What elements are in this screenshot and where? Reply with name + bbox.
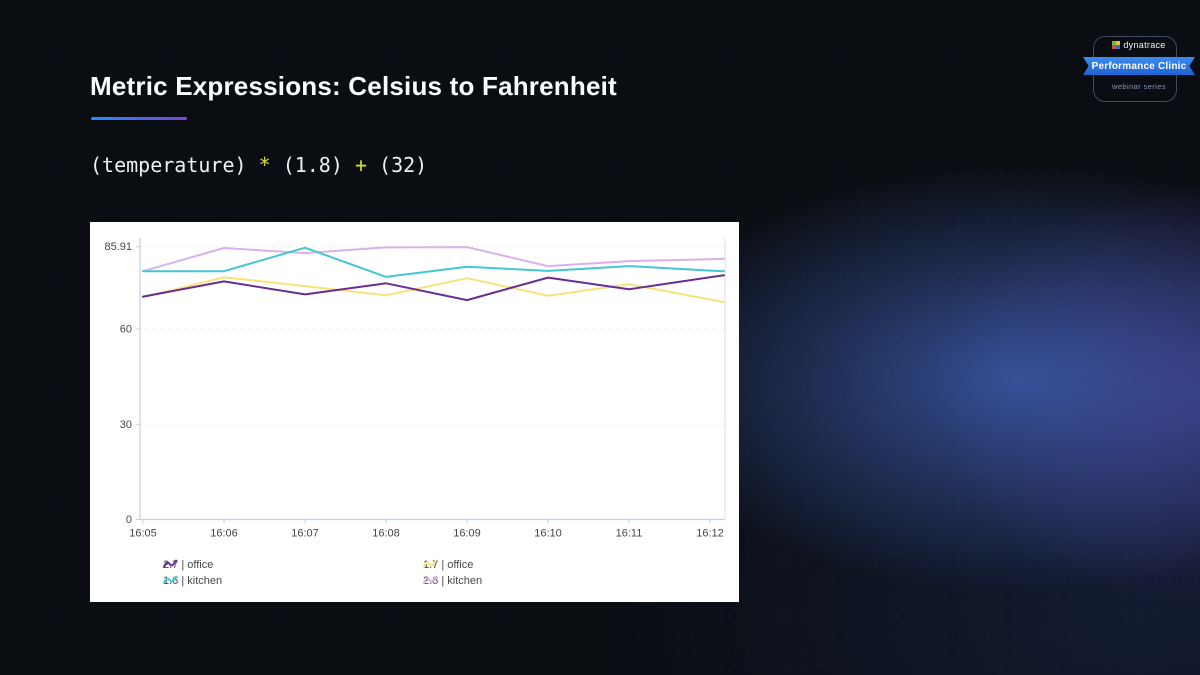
legend-squiggle-icon bbox=[163, 575, 177, 584]
legend-squiggle-icon bbox=[423, 575, 437, 584]
metric-expression: (temperature) * (1.8) + (32) bbox=[90, 153, 427, 177]
legend-squiggle-icon bbox=[163, 559, 177, 568]
y-tick-label: 60 bbox=[120, 324, 132, 336]
slide-title: Metric Expressions: Celsius to Fahrenhei… bbox=[90, 71, 617, 101]
x-tick-label: 16:06 bbox=[210, 528, 238, 540]
series-line-2-7-office bbox=[142, 274, 725, 302]
webinar-badge: dynatrace Performance Clinic webinar ser… bbox=[1083, 28, 1195, 108]
expression-segment: (32) bbox=[379, 153, 428, 177]
x-tick-label: 16:05 bbox=[129, 528, 157, 540]
y-tick-label: 0 bbox=[126, 514, 132, 526]
badge-ribbon: Performance Clinic bbox=[1083, 57, 1195, 75]
series-line-1-7-office bbox=[142, 276, 725, 304]
legend-item: 1.6 | kitchen bbox=[163, 574, 222, 588]
legend-squiggle-icon bbox=[423, 559, 437, 568]
legend-item: 1.7 | office bbox=[423, 558, 473, 572]
expression-segment: (temperature) bbox=[90, 153, 247, 177]
badge-subtitle: webinar series bbox=[1112, 82, 1166, 91]
series-line-1-6-kitchen bbox=[142, 246, 725, 278]
x-tick-label: 16:11 bbox=[616, 528, 643, 540]
y-tick-label: 30 bbox=[120, 419, 132, 431]
expression-segment: (1.8) bbox=[282, 153, 343, 177]
legend-label: 1.6 | kitchen bbox=[163, 575, 223, 587]
x-tick-label: 16:12 bbox=[696, 528, 724, 540]
x-tick-label: 16:07 bbox=[291, 528, 319, 540]
dynatrace-logo: dynatrace bbox=[1083, 40, 1195, 50]
temperature-line-chart: 0 30 60 85.91 16:05 16:06 16:07 16:08 16:09 16:10… bbox=[104, 238, 726, 540]
y-tick-label: 85.91 bbox=[104, 241, 132, 253]
legend-item: 2.6 | kitchen bbox=[423, 574, 482, 588]
title-underline bbox=[91, 117, 187, 120]
expression-segment: * bbox=[258, 153, 271, 177]
badge-ribbon-label: Performance Clinic bbox=[1091, 60, 1187, 72]
series-line-2-6-kitchen bbox=[142, 246, 725, 273]
x-tick-label: 16:10 bbox=[534, 528, 562, 540]
x-tick-label: 16:08 bbox=[372, 528, 400, 540]
dynatrace-logo-icon bbox=[1112, 41, 1121, 49]
chart-panel: 0 30 60 85.91 16:05 16:06 16:07 16:08 16:09 16:10… bbox=[90, 222, 739, 602]
x-tick-label: 16:09 bbox=[453, 528, 481, 540]
legend-item: 2.7 | office bbox=[163, 558, 213, 572]
dynatrace-logo-text: dynatrace bbox=[1123, 40, 1166, 50]
expression-segment: + bbox=[354, 153, 367, 177]
legend-label: 2.6 | kitchen bbox=[423, 575, 483, 587]
